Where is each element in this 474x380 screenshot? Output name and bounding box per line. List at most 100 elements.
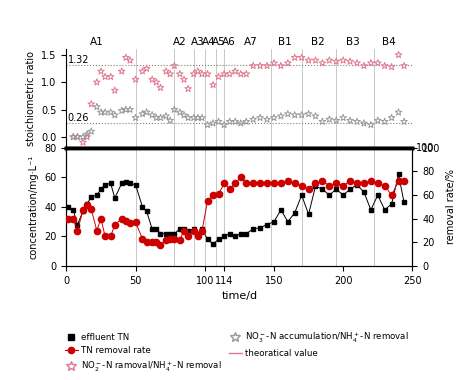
- Point: [70, 134, 77, 140]
- Point: [118, 68, 126, 74]
- Point: [122, 106, 130, 112]
- Point: [353, 119, 361, 125]
- Point: [339, 115, 347, 121]
- Point: [210, 82, 217, 88]
- X-axis label: time/d: time/d: [221, 291, 257, 301]
- Point: [215, 74, 222, 80]
- Point: [153, 115, 160, 121]
- Point: [374, 60, 382, 66]
- Point: [157, 85, 164, 91]
- Point: [346, 59, 354, 65]
- Point: [184, 115, 192, 121]
- Point: [166, 71, 174, 77]
- Point: [97, 68, 105, 74]
- Point: [122, 55, 130, 61]
- Point: [171, 106, 178, 112]
- Point: [79, 139, 87, 146]
- Text: 1.32: 1.32: [68, 54, 89, 65]
- Point: [388, 115, 395, 121]
- Point: [346, 117, 354, 124]
- Y-axis label: removal rate/%: removal rate/%: [446, 169, 456, 244]
- Text: 100: 100: [416, 143, 434, 153]
- Point: [277, 113, 285, 119]
- Point: [88, 101, 95, 107]
- Y-axis label: concentration/mg·L⁻¹: concentration/mg·L⁻¹: [29, 155, 39, 259]
- Point: [190, 71, 198, 77]
- Point: [73, 134, 81, 140]
- Point: [226, 71, 234, 77]
- Point: [237, 120, 245, 126]
- Point: [326, 116, 333, 122]
- Point: [298, 112, 305, 118]
- Point: [143, 109, 150, 116]
- Point: [162, 68, 170, 74]
- Point: [215, 119, 222, 125]
- Point: [132, 76, 139, 82]
- Point: [101, 109, 109, 116]
- Point: [184, 86, 192, 92]
- Point: [381, 119, 389, 125]
- Point: [157, 115, 164, 121]
- Point: [176, 71, 183, 77]
- Point: [101, 74, 109, 80]
- Point: [126, 57, 134, 63]
- Point: [256, 115, 264, 121]
- Point: [400, 119, 408, 125]
- Point: [284, 111, 292, 117]
- Point: [73, 134, 81, 140]
- Point: [367, 122, 374, 128]
- Point: [395, 109, 402, 116]
- Point: [332, 117, 340, 124]
- Legend: effluent TN, TN removal rate, NO$_2^-$-N ramoval/NH$_4^+$-N removal, NO$_3^-$-N : effluent TN, TN removal rate, NO$_2^-$-N…: [63, 329, 411, 376]
- Point: [319, 60, 326, 66]
- Point: [395, 52, 402, 58]
- Point: [284, 60, 292, 66]
- Point: [277, 63, 285, 69]
- Point: [305, 111, 312, 117]
- Point: [312, 57, 319, 63]
- Point: [332, 59, 340, 65]
- Point: [107, 109, 114, 116]
- Point: [360, 63, 368, 69]
- Point: [153, 79, 160, 85]
- Point: [79, 134, 87, 140]
- Point: [111, 112, 118, 118]
- Point: [143, 65, 150, 71]
- Point: [111, 87, 118, 93]
- Point: [256, 63, 264, 69]
- Point: [249, 116, 257, 122]
- Point: [194, 68, 201, 74]
- Point: [171, 63, 178, 69]
- Point: [263, 63, 271, 69]
- Point: [249, 63, 257, 69]
- Point: [126, 106, 134, 112]
- Point: [270, 115, 278, 121]
- Point: [190, 115, 198, 121]
- Point: [305, 57, 312, 63]
- Point: [139, 111, 146, 117]
- Point: [198, 71, 206, 77]
- Point: [148, 112, 156, 118]
- Point: [93, 79, 100, 85]
- Point: [339, 57, 347, 63]
- Point: [360, 120, 368, 126]
- Point: [139, 68, 146, 74]
- Point: [83, 134, 91, 140]
- Point: [194, 115, 201, 121]
- Point: [118, 108, 126, 114]
- Point: [319, 119, 326, 125]
- Point: [70, 134, 77, 140]
- Point: [231, 119, 239, 125]
- Point: [400, 63, 408, 69]
- Point: [291, 55, 299, 61]
- Point: [231, 68, 239, 74]
- Point: [132, 115, 139, 121]
- Point: [166, 117, 174, 124]
- Point: [220, 71, 228, 77]
- Point: [148, 76, 156, 82]
- Point: [83, 131, 91, 137]
- Point: [353, 60, 361, 66]
- Text: 0.26: 0.26: [68, 112, 89, 122]
- Point: [381, 63, 389, 69]
- Point: [226, 119, 234, 125]
